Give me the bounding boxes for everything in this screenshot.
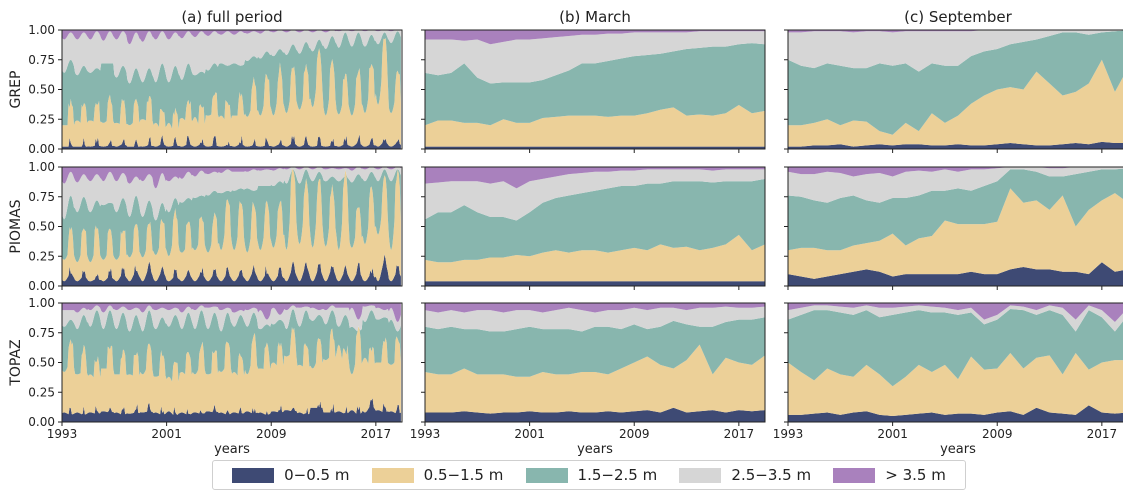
row-ylabel: PIOMAS	[8, 199, 24, 253]
legend-label: > 3.5 m	[885, 466, 946, 484]
x-tick-label: 2001	[514, 427, 545, 441]
y-tick-label: 1.00	[28, 160, 55, 174]
x-axis-label: years	[214, 442, 250, 457]
y-tick-label: 1.00	[28, 296, 55, 310]
legend-item: 1.5−2.5 m	[526, 466, 658, 484]
y-tick-label: 0.25	[28, 385, 55, 399]
panel-r1-c1-band-1	[425, 281, 765, 286]
x-tick-label: 2009	[982, 427, 1013, 441]
y-tick-label: 1.00	[28, 23, 55, 37]
legend-item: > 3.5 m	[833, 466, 946, 484]
legend-swatch	[679, 468, 721, 483]
x-tick-label: 2017	[361, 427, 392, 441]
x-axis-label: years	[940, 442, 976, 457]
legend-label: 0.5−1.5 m	[424, 466, 504, 484]
y-tick-label: 0.75	[28, 326, 55, 340]
row-ylabel: TOPAZ	[8, 339, 24, 386]
y-tick-label: 0.00	[28, 279, 55, 293]
column-title: (c) September	[904, 8, 1012, 26]
column-title: (a) full period	[181, 8, 282, 26]
y-tick-label: 0.75	[28, 190, 55, 204]
y-tick-label: 0.75	[28, 53, 55, 67]
y-tick-label: 0.00	[28, 142, 55, 156]
legend-item: 2.5−3.5 m	[679, 466, 811, 484]
x-tick-label: 2017	[1087, 427, 1118, 441]
column-title: (b) March	[559, 8, 631, 26]
x-tick-label: 1993	[410, 427, 441, 441]
legend-item: 0.5−1.5 m	[372, 466, 504, 484]
y-tick-label: 0.25	[28, 249, 55, 263]
x-axis-label: years	[577, 442, 613, 457]
x-tick-label: 2009	[619, 427, 650, 441]
legend: 0−0.5 m 0.5−1.5 m 1.5−2.5 m 2.5−3.5 m > 3.5 …	[212, 460, 966, 490]
legend-label: 1.5−2.5 m	[578, 466, 658, 484]
row-ylabel: GREP	[8, 71, 24, 109]
y-tick-label: 0.50	[28, 356, 55, 370]
legend-swatch	[526, 468, 568, 483]
x-tick-label: 2001	[151, 427, 182, 441]
y-tick-label: 0.50	[28, 83, 55, 97]
legend-label: 0−0.5 m	[284, 466, 349, 484]
x-tick-label: 2009	[256, 427, 287, 441]
legend-item: 0−0.5 m	[232, 466, 349, 484]
legend-swatch	[372, 468, 414, 483]
x-tick-label: 1993	[773, 427, 804, 441]
legend-label: 2.5−3.5 m	[731, 466, 811, 484]
legend-swatch	[232, 468, 274, 483]
y-tick-label: 0.50	[28, 220, 55, 234]
legend-swatch	[833, 468, 875, 483]
x-tick-label: 2017	[724, 427, 755, 441]
x-tick-label: 2001	[877, 427, 908, 441]
x-tick-label: 1993	[47, 427, 78, 441]
y-tick-label: 0.25	[28, 112, 55, 126]
